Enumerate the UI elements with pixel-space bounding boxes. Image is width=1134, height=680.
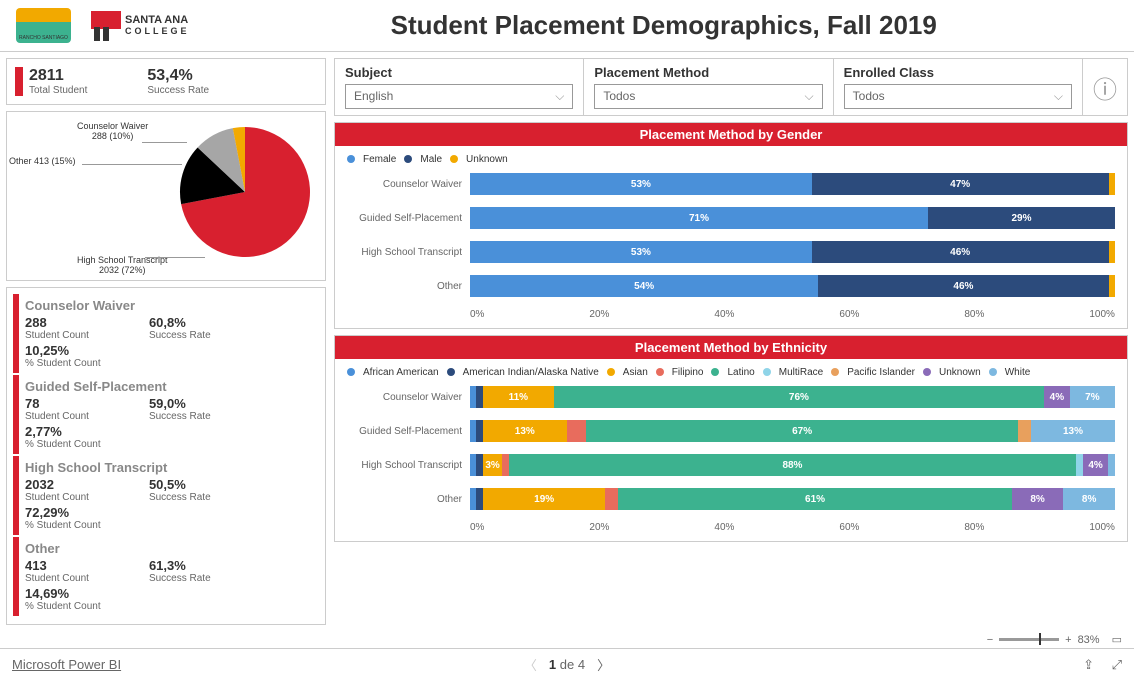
ethnicity-segment[interactable] — [605, 488, 618, 510]
page-title: Student Placement Demographics, Fall 201… — [210, 10, 1118, 41]
filter-method-label: Placement Method — [594, 65, 822, 80]
ethnicity-segment[interactable] — [1018, 420, 1031, 442]
chart-gender[interactable]: Placement Method by Gender FemaleMaleUnk… — [334, 122, 1128, 329]
ethnicity-segment[interactable]: 76% — [554, 386, 1044, 408]
gender-row-label: Guided Self-Placement — [347, 213, 462, 224]
card-1: Guided Self-Placement 78Student Count 59… — [13, 375, 319, 454]
gender-segment[interactable]: 71% — [470, 207, 928, 229]
pie-label-waiver: Counselor Waiver288 (10%) — [77, 122, 148, 142]
ethnicity-segment[interactable]: 4% — [1083, 454, 1109, 476]
ethnicity-segment[interactable]: 13% — [1031, 420, 1115, 442]
filter-subject-label: Subject — [345, 65, 573, 80]
chart-ethnicity-title: Placement Method by Ethnicity — [335, 336, 1127, 359]
header: RANCHO SANTIAGO SANTA ANACOLLEGE Student… — [0, 0, 1134, 52]
chart-ethnicity[interactable]: Placement Method by Ethnicity African Am… — [334, 335, 1128, 542]
ethnicity-row-label: Guided Self-Placement — [347, 426, 462, 437]
gender-segment[interactable]: 29% — [928, 207, 1115, 229]
kpi-header: 2811 Total Student 53,4% Success Rate — [6, 58, 326, 105]
ethnicity-segment[interactable] — [1108, 454, 1114, 476]
legend-gender: FemaleMaleUnknown — [347, 154, 1115, 165]
share-icon[interactable]: ⇪ — [1083, 657, 1094, 673]
gender-row-label: High School Transcript — [347, 247, 462, 258]
card-0: Counselor Waiver 288Student Count 60,8%S… — [13, 294, 319, 373]
card-2: High School Transcript 2032Student Count… — [13, 456, 319, 535]
gender-row-label: Counselor Waiver — [347, 179, 462, 190]
zoom-slider[interactable] — [999, 638, 1059, 641]
ethnicity-segment[interactable]: 8% — [1063, 488, 1115, 510]
ethnicity-segment[interactable]: 19% — [483, 488, 606, 510]
gender-segment[interactable]: 54% — [470, 275, 818, 297]
card-3: Other 413Student Count 61,3%Success Rate… — [13, 537, 319, 616]
legend-ethnicity: African AmericanAmerican Indian/Alaska N… — [347, 367, 1115, 378]
pie-svg — [175, 122, 315, 262]
ethnicity-segment[interactable] — [567, 420, 586, 442]
gender-row-label: Other — [347, 281, 462, 292]
ethnicity-segment[interactable]: 8% — [1012, 488, 1064, 510]
gender-row-1[interactable]: Guided Self-Placement 71%29% — [347, 207, 1115, 229]
footer-brand[interactable]: Microsoft Power BI — [12, 657, 121, 672]
logo-rancho: RANCHO SANTIAGO — [16, 8, 71, 43]
next-page-icon[interactable]: 〉 — [597, 655, 610, 674]
gender-segment[interactable] — [1109, 241, 1115, 263]
ethnicity-segment[interactable]: 11% — [483, 386, 554, 408]
ethnicity-segment[interactable]: 7% — [1070, 386, 1115, 408]
filter-subject-select[interactable]: English — [345, 84, 573, 109]
ethnicity-row-0[interactable]: Counselor Waiver 11%76%4%7% — [347, 386, 1115, 408]
zoom-value: 83% — [1078, 634, 1100, 646]
ethnicity-row-1[interactable]: Guided Self-Placement 13% 67% 13% — [347, 420, 1115, 442]
fit-icon[interactable]: ▭ — [1112, 633, 1122, 646]
cards-panel: Counselor Waiver 288Student Count 60,8%S… — [6, 287, 326, 625]
gender-segment[interactable] — [1109, 275, 1115, 297]
card-title: High School Transcript — [25, 460, 313, 475]
pager: 〈 1 de 4 〉 — [524, 655, 610, 674]
gender-row-2[interactable]: High School Transcript 53%46% — [347, 241, 1115, 263]
zoom-out-icon[interactable]: − — [987, 634, 993, 646]
gender-segment[interactable]: 46% — [812, 241, 1109, 263]
chart-gender-title: Placement Method by Gender — [335, 123, 1127, 146]
card-title: Counselor Waiver — [25, 298, 313, 313]
gender-segment[interactable]: 46% — [818, 275, 1108, 297]
gender-row-3[interactable]: Other 54%46% — [347, 275, 1115, 297]
ethnicity-segment[interactable]: 3% — [483, 454, 502, 476]
filter-class-label: Enrolled Class — [844, 65, 1072, 80]
fullscreen-icon[interactable]: ⤢ — [1112, 657, 1122, 673]
card-title: Guided Self-Placement — [25, 379, 313, 394]
gender-segment[interactable]: 53% — [470, 241, 812, 263]
axis-gender: 0%20%40%60%80%100% — [470, 309, 1115, 320]
ethnicity-segment[interactable]: 61% — [618, 488, 1011, 510]
logo-santa-ana: SANTA ANACOLLEGE — [91, 11, 190, 41]
info-icon[interactable]: ⓘ — [1083, 59, 1127, 115]
ethnicity-segment[interactable]: 67% — [586, 420, 1018, 442]
pie-label-other: Other 413 (15%) — [9, 157, 76, 167]
ethnicity-row-label: High School Transcript — [347, 460, 462, 471]
prev-page-icon[interactable]: 〈 — [524, 655, 537, 674]
total-students-label: Total Student — [29, 85, 87, 96]
ethnicity-segment[interactable]: 88% — [509, 454, 1077, 476]
success-rate-label: Success Rate — [147, 85, 209, 96]
total-students-value: 2811 — [29, 67, 87, 85]
filter-class-select[interactable]: Todos — [844, 84, 1072, 109]
card-title: Other — [25, 541, 313, 556]
pie-chart[interactable]: Counselor Waiver288 (10%) Other 413 (15%… — [6, 111, 326, 281]
pie-label-hst: High School Transcript2032 (72%) — [77, 256, 168, 276]
axis-ethnicity: 0%20%40%60%80%100% — [470, 522, 1115, 533]
success-rate-value: 53,4% — [147, 67, 209, 85]
footer: Microsoft Power BI 〈 1 de 4 〉 ⇪ ⤢ — [0, 648, 1134, 680]
ethnicity-row-3[interactable]: Other19%61%8%8% — [347, 488, 1115, 510]
ethnicity-row-label: Counselor Waiver — [347, 392, 462, 403]
gender-segment[interactable]: 53% — [470, 173, 812, 195]
filter-bar: Subject English Placement Method Todos E… — [334, 58, 1128, 116]
ethnicity-row-2[interactable]: High School Transcript 3% 88% 4% — [347, 454, 1115, 476]
zoom-bar: − + 83% ▭ — [0, 631, 1134, 648]
gender-segment[interactable]: 47% — [812, 173, 1109, 195]
gender-segment[interactable] — [1109, 173, 1115, 195]
zoom-in-icon[interactable]: + — [1065, 634, 1071, 646]
ethnicity-row-label: Other — [347, 494, 462, 505]
filter-method-select[interactable]: Todos — [594, 84, 822, 109]
gender-row-0[interactable]: Counselor Waiver 53%47% — [347, 173, 1115, 195]
ethnicity-segment[interactable]: 4% — [1044, 386, 1070, 408]
ethnicity-segment[interactable]: 13% — [483, 420, 567, 442]
